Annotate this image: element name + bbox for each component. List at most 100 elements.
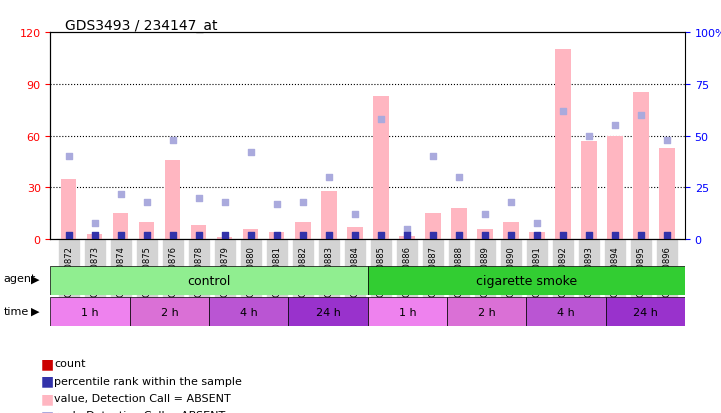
Point [193,232,205,239]
Bar [430,238,435,240]
FancyBboxPatch shape [50,297,130,326]
Bar [196,238,201,240]
Point [531,220,542,226]
Bar [404,238,410,240]
Bar [555,50,570,240]
Bar [118,238,123,240]
Text: control: control [187,274,231,287]
Point [505,199,516,206]
Bar [217,238,232,240]
Bar [243,229,259,240]
FancyBboxPatch shape [130,297,209,326]
Bar [170,238,175,240]
Point [375,116,386,123]
Text: rank, Detection Call = ABSENT: rank, Detection Call = ABSENT [54,411,226,413]
Text: 2 h: 2 h [161,307,178,317]
Bar [451,209,466,240]
Text: ■: ■ [40,408,53,413]
Bar [92,238,97,240]
FancyBboxPatch shape [209,297,288,326]
Point [505,232,516,239]
Text: agent: agent [4,274,36,284]
Bar [633,93,649,240]
Bar [612,238,617,240]
Point [609,232,621,239]
Bar [191,226,206,240]
Point [89,220,100,226]
Bar [66,238,71,240]
FancyBboxPatch shape [606,297,685,326]
Point [661,137,673,144]
Text: 1 h: 1 h [81,307,99,317]
Bar [347,228,363,240]
Bar [222,238,227,240]
Text: 24 h: 24 h [316,307,340,317]
Bar [269,233,285,240]
Point [115,191,126,197]
Bar [326,238,332,240]
Text: 2 h: 2 h [478,307,495,317]
Point [661,232,673,239]
Text: ▶: ▶ [31,274,40,284]
Text: percentile rank within the sample: percentile rank within the sample [54,376,242,386]
Point [63,154,74,160]
Point [271,232,283,239]
Point [297,232,309,239]
Point [349,232,360,239]
Point [557,108,568,115]
FancyBboxPatch shape [447,297,526,326]
Bar [482,238,487,240]
Point [635,232,647,239]
Bar [534,238,539,240]
Point [297,199,309,206]
Point [427,154,438,160]
Text: ▶: ▶ [31,306,40,316]
Bar [352,238,358,240]
Bar [321,191,337,240]
Point [401,226,412,233]
Bar [586,238,591,240]
Point [583,133,595,140]
Bar [664,238,669,240]
Point [115,232,126,239]
Point [167,232,179,239]
Bar [425,214,441,240]
Point [583,232,595,239]
Point [479,211,490,218]
Point [427,232,438,239]
Bar [295,222,311,240]
Bar [477,229,492,240]
Point [63,232,74,239]
Bar [373,97,389,240]
Point [89,232,100,239]
FancyBboxPatch shape [50,266,368,295]
Bar [139,222,154,240]
Bar [560,238,565,240]
Bar [638,238,643,240]
Text: count: count [54,358,86,368]
Text: 24 h: 24 h [633,307,658,317]
Bar [61,179,76,240]
Text: 1 h: 1 h [399,307,416,317]
Point [271,201,283,208]
Text: 4 h: 4 h [240,307,257,317]
Point [557,232,568,239]
Bar [607,136,622,240]
Text: GDS3493 / 234147_at: GDS3493 / 234147_at [65,19,218,33]
Bar [248,238,253,240]
Point [323,232,335,239]
Bar [456,238,461,240]
Point [245,232,257,239]
Text: ■: ■ [40,391,53,405]
Point [479,232,490,239]
Point [245,150,257,156]
Text: ■: ■ [40,356,53,370]
Point [141,232,152,239]
FancyBboxPatch shape [368,266,685,295]
Text: 4 h: 4 h [557,307,575,317]
Bar [144,238,149,240]
Text: cigarette smoke: cigarette smoke [476,274,577,287]
Bar [503,222,518,240]
Point [167,137,179,144]
Text: ■: ■ [40,374,53,388]
